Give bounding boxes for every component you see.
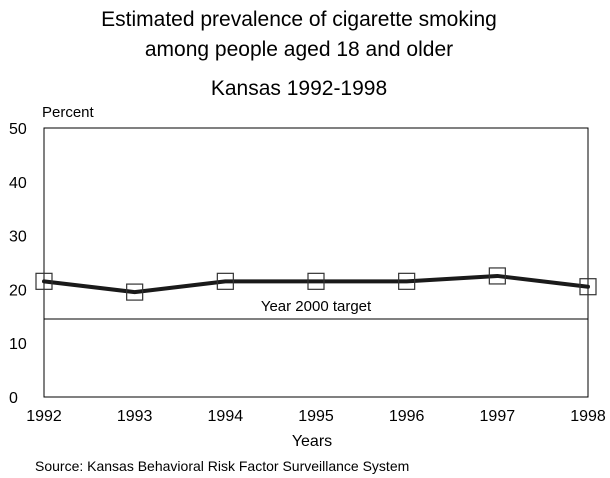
data-point-marker [398, 272, 416, 290]
data-point-marker [216, 272, 234, 290]
x-axis-label: Years [291, 433, 333, 450]
y-axis-label: Percent [42, 104, 94, 121]
chart-title-line-1: Estimated prevalence of cigarette smokin… [101, 8, 497, 31]
y-tick-label: 20 [9, 282, 27, 299]
data-point-marker [579, 278, 597, 296]
x-tick-label: 1998 [570, 408, 606, 425]
x-tick-label: 1993 [117, 408, 153, 425]
data-point-marker [35, 272, 53, 290]
y-tick-label: 40 [9, 175, 27, 192]
plot-area-frame [43, 127, 589, 398]
target-reference-label: Year 2000 target [261, 298, 372, 315]
series-layer [35, 267, 597, 301]
x-tick-label: 1995 [298, 408, 334, 425]
x-tick-label: 1994 [208, 408, 244, 425]
chart-title-line-2: among people aged 18 and older [144, 38, 454, 61]
x-tick-label: 1992 [26, 408, 62, 425]
chart-title-line-3: Kansas 1992-1998 [210, 77, 388, 100]
y-tick-label: 50 [9, 121, 27, 138]
data-point-marker [488, 267, 506, 285]
y-tick-label: 0 [9, 390, 18, 407]
y-tick-label: 10 [9, 336, 27, 353]
data-point-marker [126, 283, 144, 301]
x-tick-labels: 1992 1993 1994 1995 1996 1997 1998 [26, 408, 606, 425]
x-tick-label: 1997 [480, 408, 516, 425]
series-line [42, 273, 590, 295]
source-note: Source: Kansas Behavioral Risk Factor Su… [35, 458, 410, 474]
y-tick-labels: 0 10 20 30 40 50 [9, 121, 27, 407]
data-point-marker [307, 272, 325, 290]
y-tick-label: 30 [9, 229, 27, 246]
x-tick-label: 1996 [389, 408, 425, 425]
